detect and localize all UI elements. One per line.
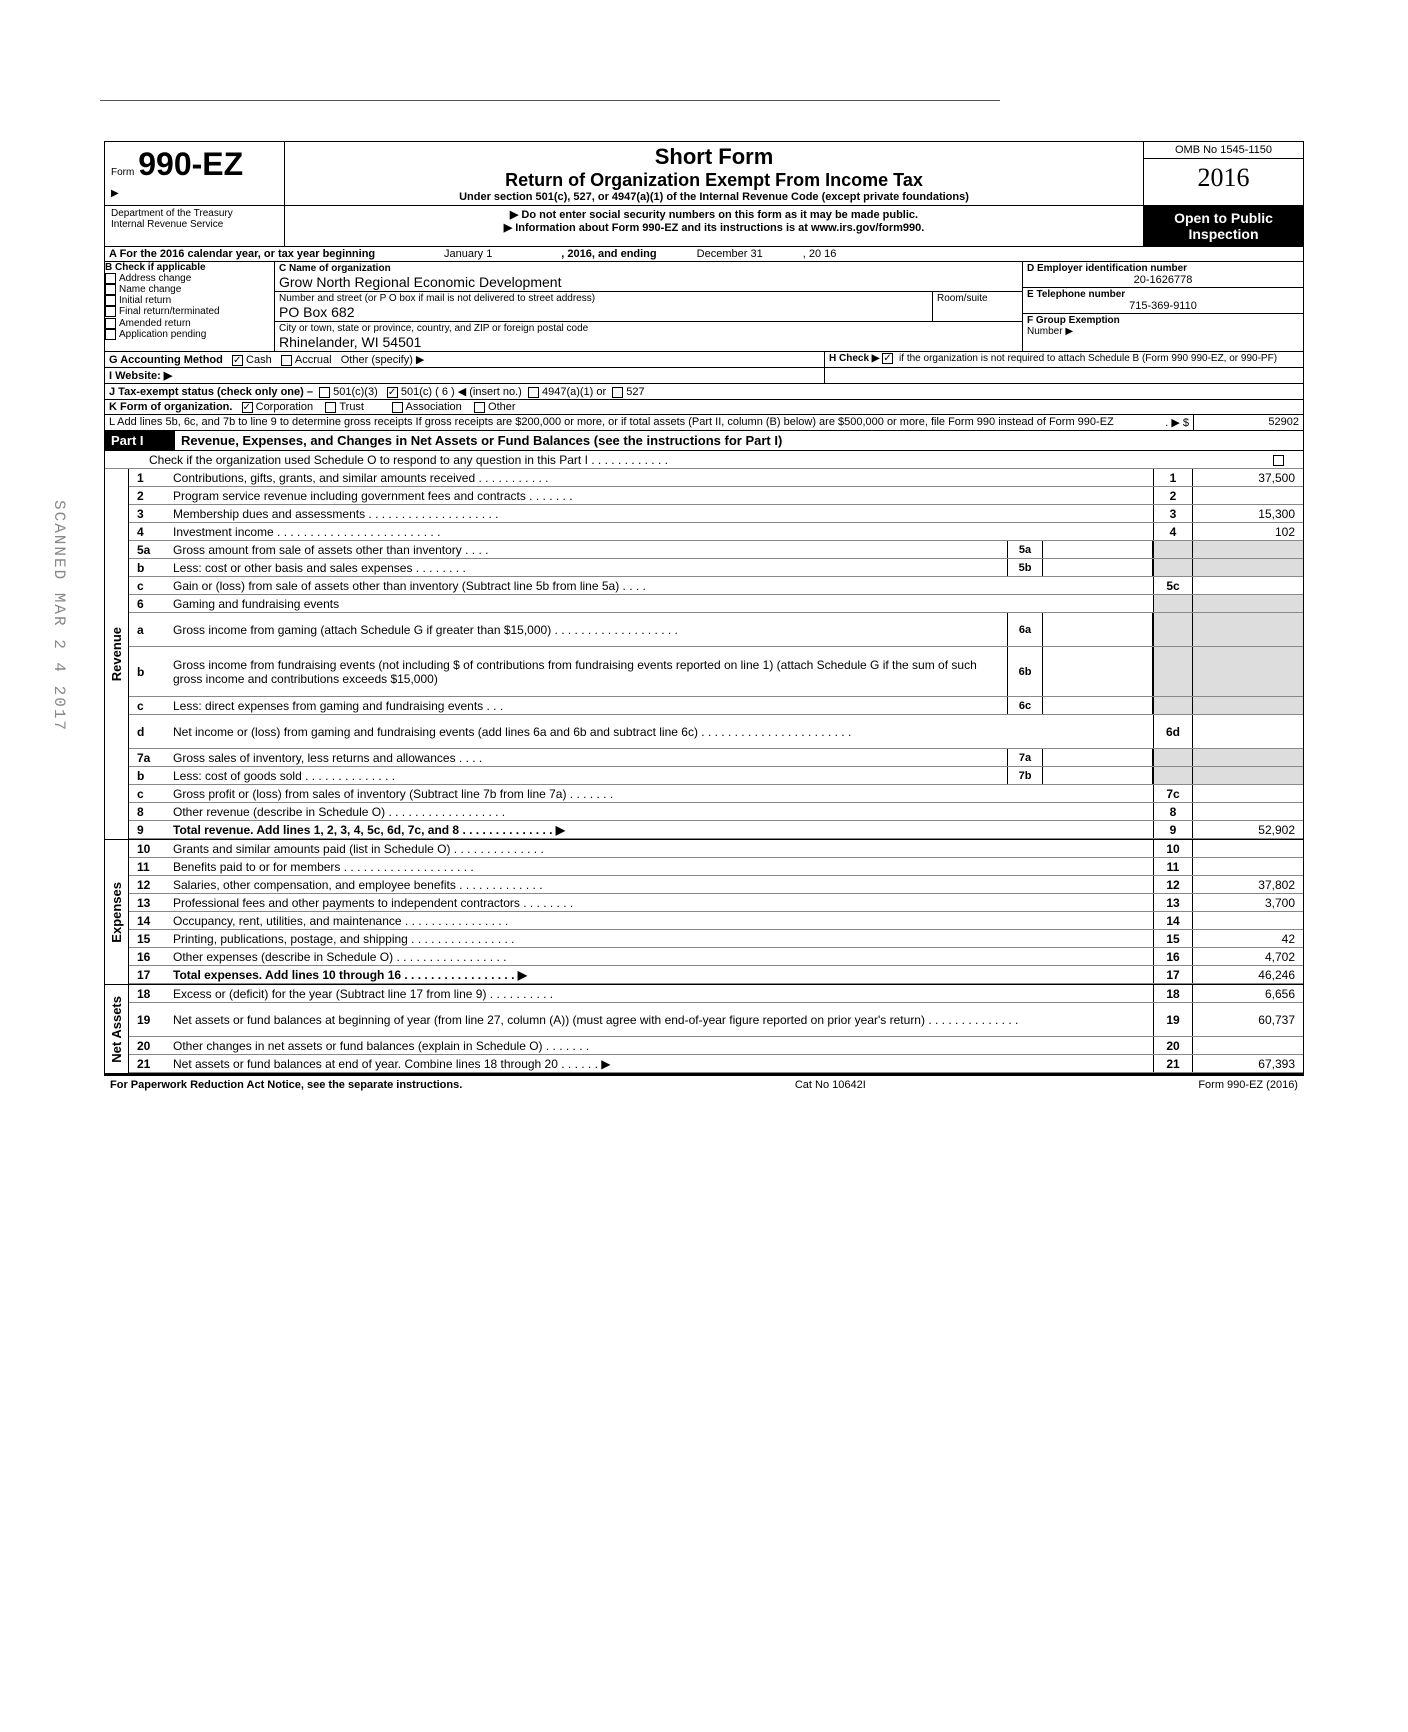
- chk-amended-return[interactable]: [105, 318, 116, 329]
- chk-527[interactable]: [612, 387, 623, 398]
- notice-ssn: ▶ Do not enter social security numbers o…: [287, 208, 1141, 221]
- line-4-val: 102: [1193, 523, 1303, 540]
- line-12-val: 37,802: [1193, 876, 1303, 893]
- section-b: B Check if applicable Address change Nam…: [105, 262, 275, 351]
- chk-address-change[interactable]: [105, 273, 116, 284]
- section-def: D Employer identification number 20-1626…: [1023, 262, 1303, 351]
- line-l-value: 52902: [1193, 415, 1303, 430]
- chk-schedule-b[interactable]: [882, 353, 893, 364]
- line-21-val: 67,393: [1193, 1055, 1303, 1072]
- part1-label: Part I: [105, 431, 175, 450]
- form-number: 990-EZ: [138, 146, 243, 182]
- line-2-val: [1193, 487, 1303, 504]
- short-form-title: Short Form: [291, 144, 1137, 170]
- tax-year: 2016: [1144, 159, 1303, 197]
- org-address: PO Box 682: [279, 304, 928, 320]
- line-16-val: 4,702: [1193, 948, 1303, 965]
- notice-info: ▶ Information about Form 990-EZ and its …: [287, 221, 1141, 234]
- footer-paperwork: For Paperwork Reduction Act Notice, see …: [110, 1079, 462, 1091]
- notices: ▶ Do not enter social security numbers o…: [285, 206, 1143, 246]
- form-990ez: Form 990-EZ ▶ Short Form Return of Organ…: [104, 141, 1304, 1076]
- dept-irs: Internal Revenue Service: [111, 219, 278, 230]
- line-7c-val: [1193, 785, 1303, 802]
- line-5c-val: [1193, 577, 1303, 594]
- dept-treasury: Department of the Treasury: [111, 208, 278, 219]
- line-h: H Check ▶ if the organization is not req…: [825, 352, 1303, 367]
- org-name: Grow North Regional Economic Development: [279, 274, 1018, 290]
- form-prefix: Form: [111, 167, 134, 178]
- line-15-val: 42: [1193, 930, 1303, 947]
- part1-title: Revenue, Expenses, and Changes in Net As…: [175, 431, 1303, 450]
- line-3-val: 15,300: [1193, 505, 1303, 522]
- chk-association[interactable]: [392, 402, 403, 413]
- netassets-side-label: Net Assets: [109, 996, 124, 1063]
- section-c: C Name of organization Grow North Region…: [275, 262, 1023, 351]
- line-6d-val: [1193, 715, 1303, 748]
- open-to-public: Open to Public Inspection: [1144, 206, 1303, 246]
- chk-final-return[interactable]: [105, 306, 116, 317]
- line-19-val: 60,737: [1193, 1003, 1303, 1036]
- line-11-val: [1193, 858, 1303, 875]
- chk-4947[interactable]: [528, 387, 539, 398]
- chk-name-change[interactable]: [105, 284, 116, 295]
- chk-other-org[interactable]: [474, 402, 485, 413]
- line-1-val: 37,500: [1193, 469, 1303, 486]
- footer-form: Form 990-EZ (2016): [1198, 1079, 1298, 1091]
- line-j: J Tax-exempt status (check only one) – 5…: [105, 384, 1303, 399]
- line-g: G Accounting Method Cash Accrual Other (…: [105, 352, 825, 367]
- line-a: A For the 2016 calendar year, or tax yea…: [105, 247, 1303, 261]
- form-number-box: Form 990-EZ ▶: [105, 142, 285, 205]
- header-title-box: Short Form Return of Organization Exempt…: [285, 142, 1143, 205]
- chk-schedule-o[interactable]: [1273, 455, 1284, 466]
- chk-cash[interactable]: [232, 355, 243, 366]
- right-header: OMB No 1545-1150 2016: [1143, 142, 1303, 205]
- line-i: I Website: ▶: [105, 368, 825, 383]
- chk-accrual[interactable]: [281, 355, 292, 366]
- arrow-indicator: ▶: [111, 188, 119, 199]
- chk-501c[interactable]: [387, 387, 398, 398]
- line-l: L Add lines 5b, 6c, and 7b to line 9 to …: [105, 415, 1123, 430]
- line-k: K Form of organization. Corporation Trus…: [105, 400, 1303, 414]
- org-city: Rhinelander, WI 54501: [279, 334, 1018, 350]
- revenue-side-label: Revenue: [109, 627, 124, 681]
- chk-corporation[interactable]: [242, 402, 253, 413]
- part1-check-text: Check if the organization used Schedule …: [145, 452, 1273, 468]
- subtitle: Under section 501(c), 527, or 4947(a)(1)…: [291, 191, 1137, 203]
- chk-trust[interactable]: [325, 402, 336, 413]
- line-10-val: [1193, 840, 1303, 857]
- scanned-stamp: SCANNED MAR 2 4 2017: [50, 500, 68, 732]
- line-14-val: [1193, 912, 1303, 929]
- omb-number: OMB No 1545-1150: [1144, 142, 1303, 159]
- chk-501c3[interactable]: [319, 387, 330, 398]
- line-18-val: 6,656: [1193, 985, 1303, 1002]
- line-8-val: [1193, 803, 1303, 820]
- chk-initial-return[interactable]: [105, 295, 116, 306]
- telephone: 715-369-9110: [1027, 300, 1299, 312]
- return-title: Return of Organization Exempt From Incom…: [291, 170, 1137, 191]
- department-box: Department of the Treasury Internal Reve…: [105, 206, 285, 246]
- line-9-val: 52,902: [1193, 821, 1303, 838]
- expenses-side-label: Expenses: [109, 882, 124, 943]
- line-13-val: 3,700: [1193, 894, 1303, 911]
- chk-application-pending[interactable]: [105, 329, 116, 340]
- footer-catno: Cat No 10642I: [795, 1079, 866, 1091]
- line-20-val: [1193, 1037, 1303, 1054]
- line-17-val: 46,246: [1193, 966, 1303, 983]
- ein: 20-1626778: [1027, 274, 1299, 286]
